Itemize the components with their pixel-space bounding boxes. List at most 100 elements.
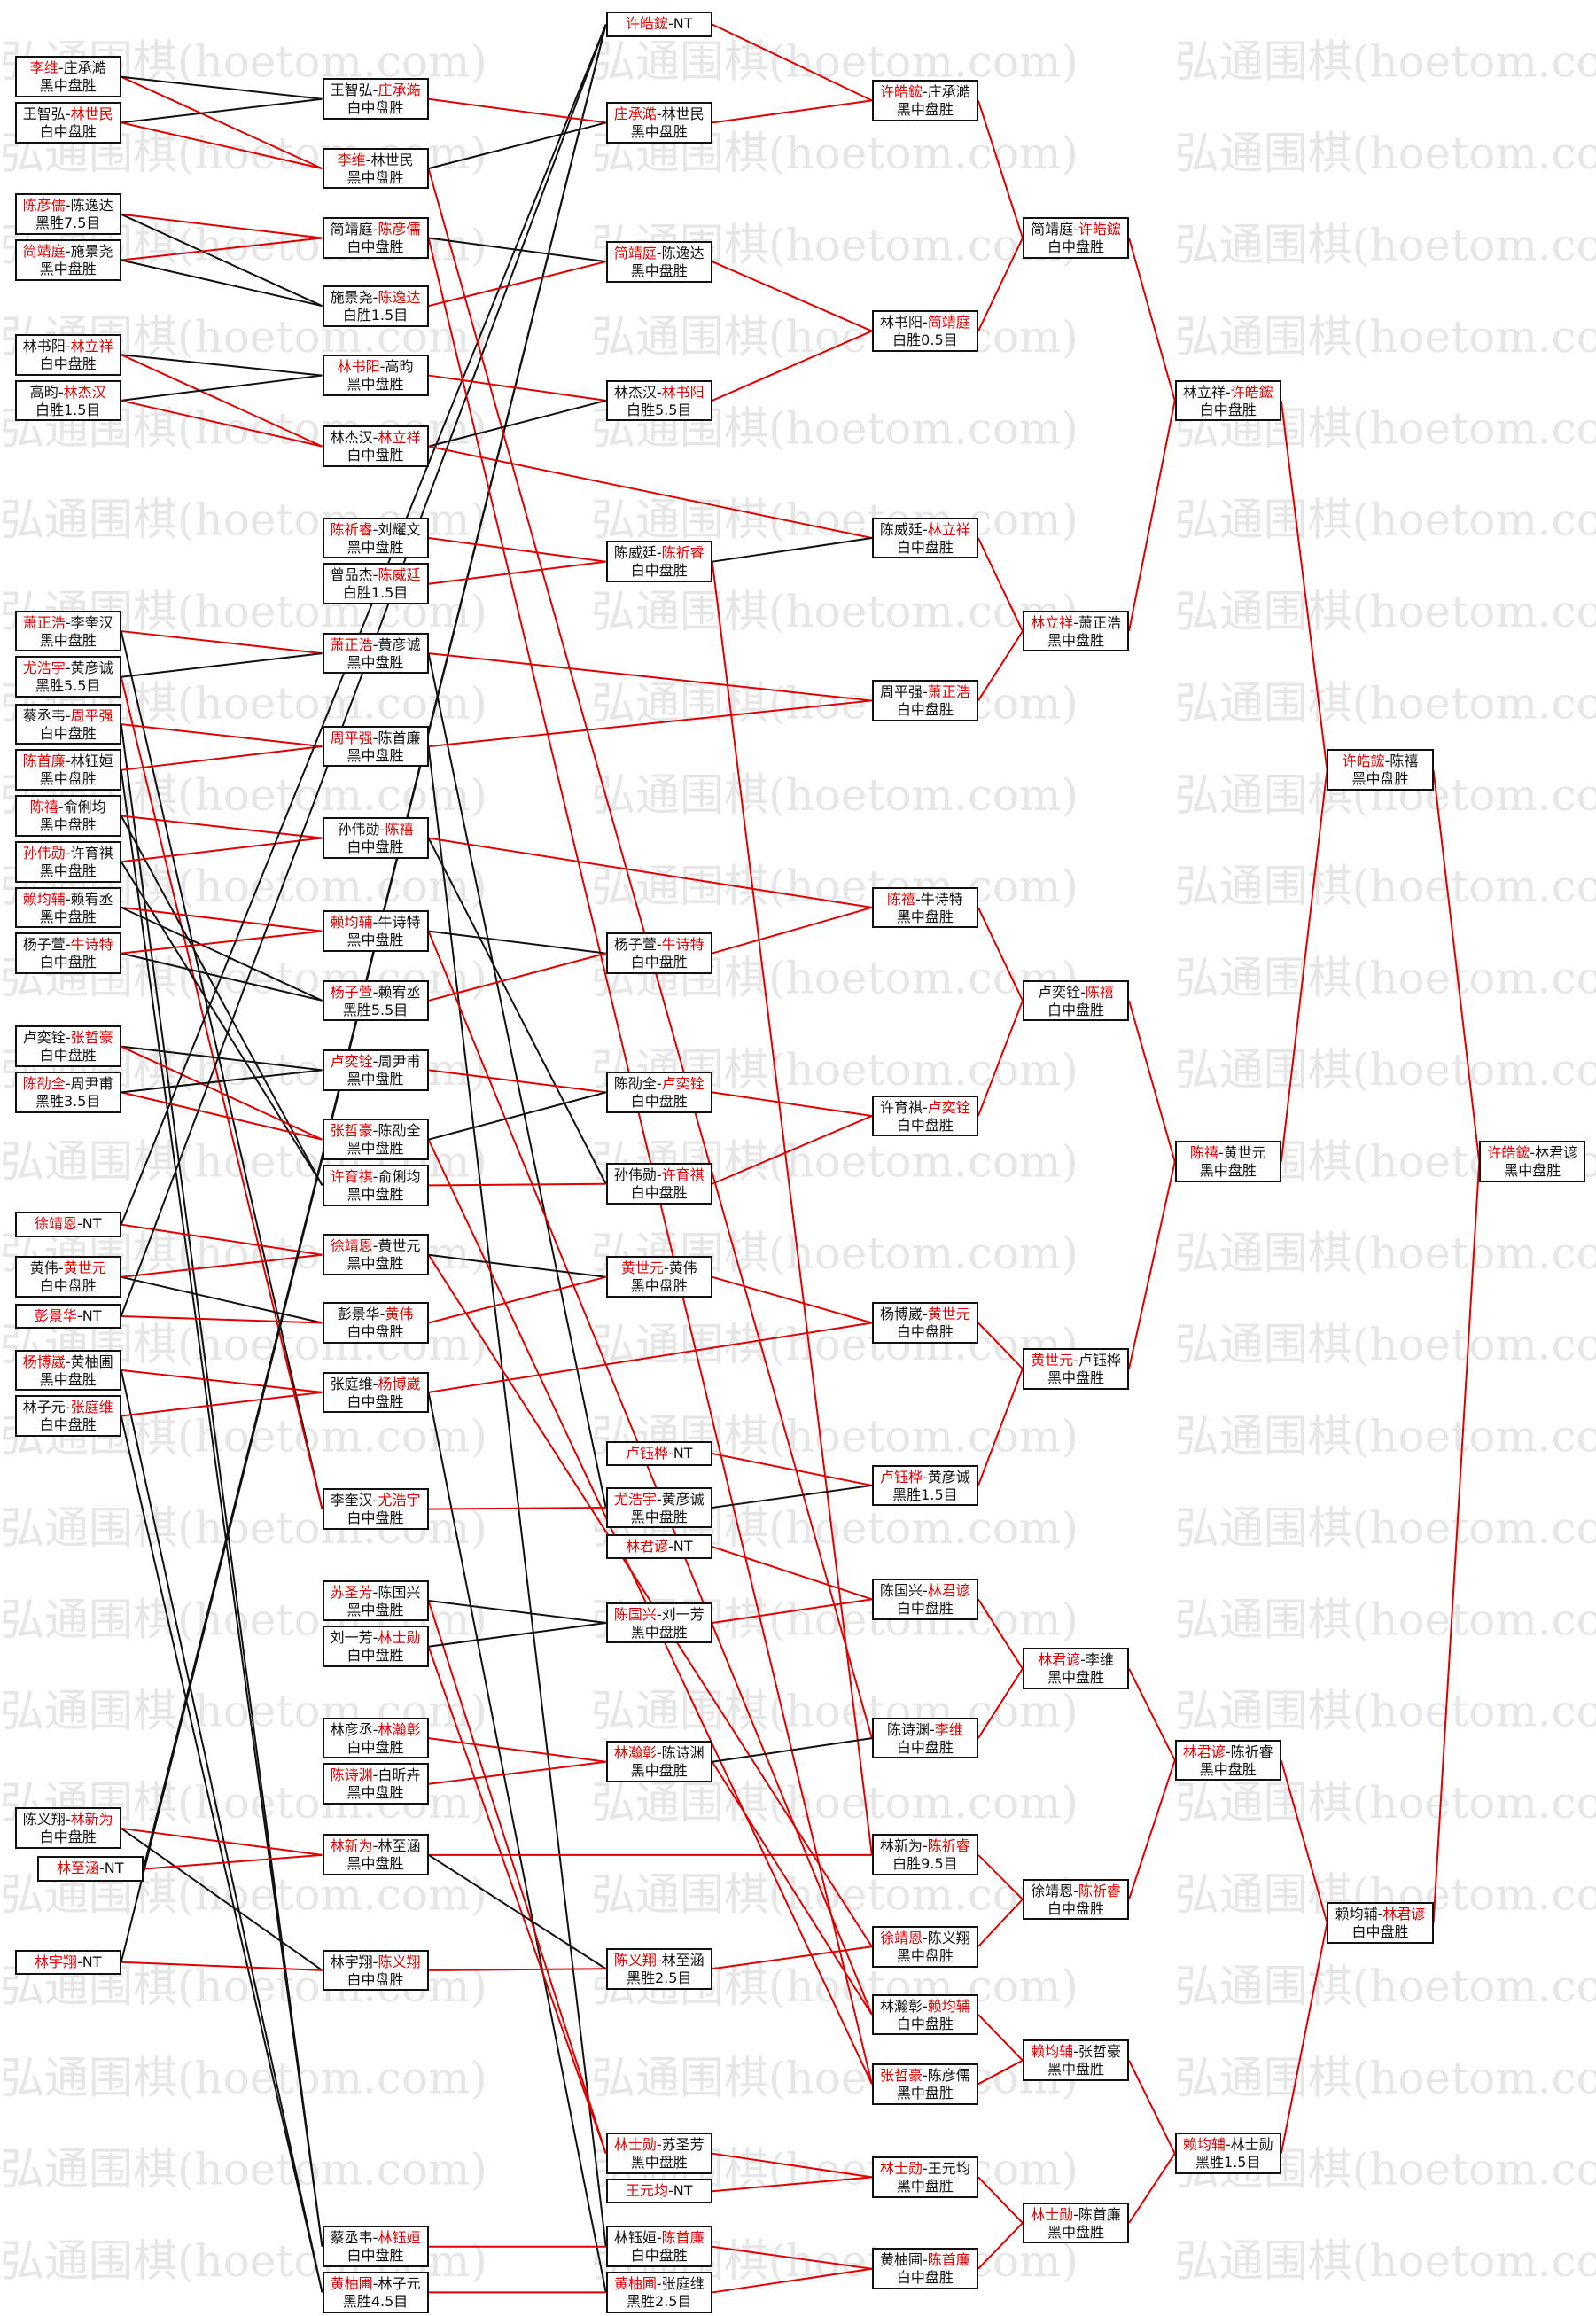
result: 黑中盘胜 — [630, 261, 688, 279]
connector — [120, 1369, 323, 2293]
separator: - — [1225, 2136, 1231, 2154]
connector — [712, 99, 873, 124]
separator: - — [663, 1259, 669, 1277]
result: 黑胜1.5目 — [1195, 2154, 1261, 2172]
connector — [428, 374, 606, 402]
player: 陈首廉 — [378, 729, 421, 746]
result: 白中盘胜 — [896, 1738, 954, 1756]
player: 牛诗特 — [661, 936, 705, 954]
result-line: 黑胜4.5目 — [324, 2293, 427, 2311]
result: 白中盘胜 — [39, 355, 97, 372]
result: 黑胜5.5目 — [342, 1001, 409, 1018]
player: 黄彦诚 — [378, 636, 421, 653]
separator: - — [1225, 1743, 1231, 1760]
match-box: 孙伟勋-许育祺 黑中盘胜 — [14, 840, 121, 883]
separator: - — [923, 2160, 928, 2178]
player: 陈祈睿 — [1230, 1743, 1273, 1760]
connector — [977, 100, 1024, 238]
result-line: 白中盘胜 — [1024, 238, 1127, 256]
player: 林至涵 — [56, 1860, 99, 1877]
players: 张庭维-杨博崴 — [324, 1376, 427, 1393]
separator: - — [1377, 1906, 1383, 1923]
player: 张庭维 — [330, 1375, 373, 1392]
result-line: 黑胜2.5目 — [608, 2293, 711, 2311]
player: 李维 — [29, 59, 58, 77]
player: 林瀚彰 — [378, 1720, 421, 1738]
result-line: 白中盘胜 — [608, 1184, 711, 1202]
players: 徐靖恩-NT — [17, 1215, 120, 1233]
result-line: 黑中盘胜 — [17, 1371, 120, 1389]
match-box: 陈威廷-陈祈睿 白中盘胜 — [605, 541, 712, 583]
players: 林书阳-林立祥 — [17, 338, 120, 355]
result: 白中盘胜 — [1351, 1923, 1409, 1941]
result: 黑中盘胜 — [1047, 2061, 1104, 2078]
separator: - — [372, 288, 378, 306]
separator: - — [1073, 1351, 1078, 1369]
watermark: 弘通围棋(hoetom.com) — [1175, 1228, 1596, 1279]
match-box: 林立祥-许皓鋐 白中盘胜 — [1174, 379, 1281, 422]
result: 黑胜5.5目 — [35, 677, 101, 695]
separator: - — [65, 1811, 71, 1829]
separator: - — [58, 1259, 64, 1277]
separator: - — [656, 2275, 662, 2293]
match-box: 蔡丞韦-周平强 白中盘胜 — [14, 703, 121, 745]
players: 孙伟勋-陈禧 — [324, 821, 427, 838]
connector — [428, 237, 606, 263]
player: 周尹甫 — [70, 1075, 113, 1092]
connector — [712, 2267, 873, 2294]
result-line: 白中盘胜 — [874, 2016, 977, 2033]
player: 陈诗渊 — [887, 1720, 930, 1738]
separator: - — [76, 1306, 82, 1324]
connector — [121, 1045, 323, 1072]
player: 黄伟 — [385, 1306, 414, 1323]
player: 陈首廉 — [1078, 2205, 1121, 2223]
player: NT — [673, 15, 693, 33]
watermark: 弘通围棋(hoetom.com) — [1175, 677, 1596, 729]
result-line: 黑胜3.5目 — [17, 1093, 120, 1111]
connector — [977, 1598, 1024, 1670]
match-box: 林士勋-陈首廉 黑中盘胜 — [1022, 2202, 1130, 2244]
separator: - — [372, 1583, 378, 1601]
player: 赖均辅 — [927, 1997, 970, 2015]
separator: - — [923, 1306, 928, 1323]
players: 孙伟勋-许育祺 — [17, 845, 120, 862]
player: 杨博崴 — [22, 1353, 66, 1370]
watermark: 弘通围棋(hoetom.com) — [591, 769, 1078, 821]
watermark: 弘通围棋(hoetom.com) — [591, 1869, 1078, 1921]
players: 卢钰桦-黄彦诚 — [874, 1469, 977, 1486]
connector — [428, 952, 606, 1002]
player: 赖均辅 — [1335, 1906, 1378, 1923]
player: 施景尧 — [70, 243, 113, 261]
connector — [121, 121, 323, 170]
connector — [428, 1182, 606, 1187]
watermark: 弘通围棋(hoetom.com) — [1175, 1594, 1596, 1645]
match-box: 林书阳-林立祥 白中盘胜 — [14, 333, 121, 376]
players: 陈诗渊-白昕卉 — [324, 1766, 427, 1784]
result: 黑中盘胜 — [39, 908, 97, 925]
connector — [428, 1091, 606, 1141]
player: 周平强 — [330, 729, 373, 746]
result-line: 白中盘胜 — [608, 2247, 711, 2265]
connector — [120, 1415, 323, 2293]
result-line: 黑中盘胜 — [17, 862, 120, 880]
result: 白中盘胜 — [346, 447, 404, 464]
player: 杨子萱 — [22, 936, 66, 954]
result: 白中盘胜 — [346, 99, 404, 117]
result-line: 白胜5.5目 — [608, 402, 711, 419]
separator: - — [923, 1098, 928, 1116]
connector — [711, 1761, 873, 2016]
result-line: 黑中盘胜 — [324, 747, 427, 765]
connector — [712, 1546, 873, 1601]
result-line: 黑中盘胜 — [608, 1762, 711, 1780]
result-line: 黑中盘胜 — [1177, 1162, 1280, 1180]
result: 黑中盘胜 — [630, 2154, 688, 2172]
separator: - — [372, 636, 378, 653]
result: 黑中盘胜 — [39, 1370, 97, 1388]
result: 黑中盘胜 — [896, 2084, 954, 2102]
match-box: 赖均辅-张哲豪 黑中盘胜 — [1022, 2039, 1130, 2081]
connector — [120, 24, 607, 1225]
players: 尤浩宇-黄彦诚 — [17, 659, 120, 677]
match-box: 张哲豪-陈劭全 黑中盘胜 — [322, 1119, 429, 1161]
result: 黑中盘胜 — [346, 538, 404, 556]
connector — [121, 815, 323, 839]
